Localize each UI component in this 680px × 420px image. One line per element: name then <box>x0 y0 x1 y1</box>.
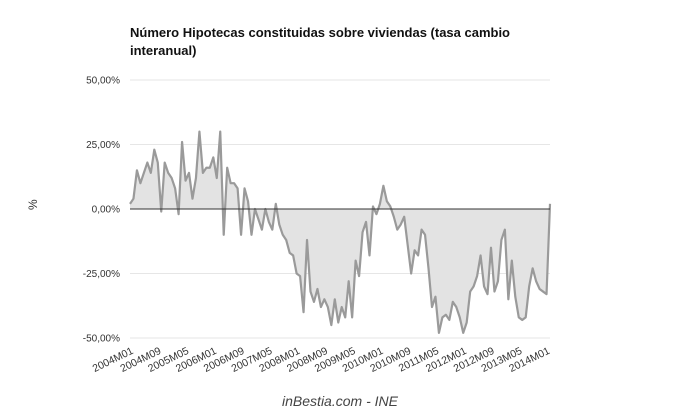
y-tick-label: 50,00% <box>86 76 120 87</box>
y-tick-label: -50,00% <box>83 334 120 345</box>
y-tick-label: -25,00% <box>83 269 120 280</box>
source-note: inBestia.com - INE <box>282 393 398 409</box>
y-tick-label: 0,00% <box>92 205 120 216</box>
y-tick-label: 25,00% <box>86 140 120 151</box>
chart-title: Número Hipotecas constituidas sobre vivi… <box>130 25 511 58</box>
series-area <box>130 131 550 333</box>
series-line <box>129 130 552 334</box>
